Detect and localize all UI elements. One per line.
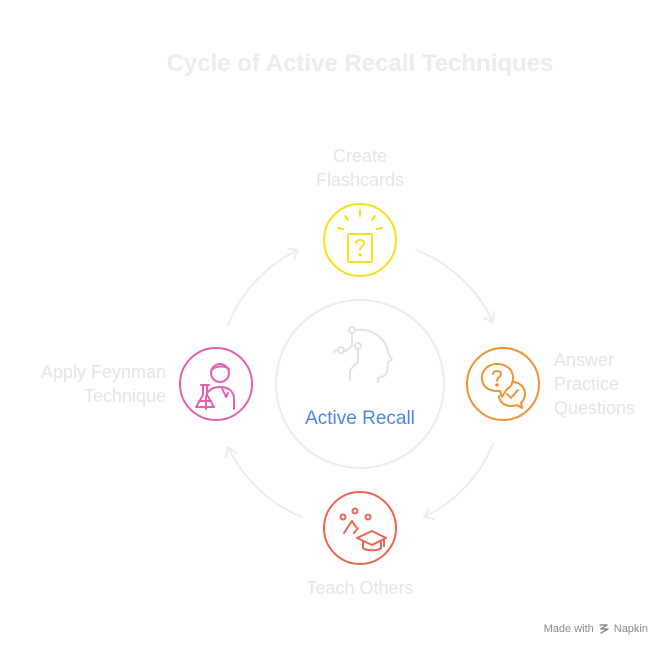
step-label-line: Answer [554, 350, 615, 370]
arrowhead [225, 446, 238, 458]
step-label-line: Questions [554, 398, 636, 418]
step-label-feynman: Apply Feynman Technique [10, 360, 166, 408]
arrow-feynman-to-flashcards [227, 249, 299, 326]
step-label-line: Flashcards [315, 170, 405, 190]
made-with-text: Made with [543, 623, 594, 635]
step-label-questions: Answer Practice Questions [554, 348, 664, 420]
arrowhead [423, 508, 435, 520]
step-icon-feynman [179, 347, 253, 421]
step-label-line: Create [332, 146, 388, 166]
step-label-flashcards: Create Flashcards [290, 144, 430, 192]
arrow-flashcards-to-questions [415, 249, 494, 323]
step-label-line: Apply Feynman [40, 362, 166, 382]
step-icon-questions [466, 347, 540, 421]
diagram-title: Cycle of Active Recall Techniques [166, 50, 554, 77]
center-circle [275, 299, 445, 469]
step-icon-flashcards [323, 203, 397, 277]
question-card-icon [337, 209, 383, 263]
scientist-icon [195, 363, 235, 410]
graduation-cap-icon [339, 507, 387, 552]
arrow-questions-to-teach [423, 443, 494, 518]
step-label-line: Practice [554, 374, 620, 394]
arrow-teach-to-feynman [227, 446, 303, 518]
step-icon-teach [323, 491, 397, 565]
brain-network-icon [333, 326, 393, 383]
center-label: Active Recall [305, 408, 415, 429]
step-label-line: Technique [83, 386, 166, 406]
speech-bubbles-icon [481, 363, 526, 409]
arrowhead [288, 248, 299, 260]
napkin-brand-text: Napkin [613, 623, 648, 635]
napkin-logo-icon [599, 624, 609, 634]
napkin-attribution: Made with Napkin [544, 623, 648, 635]
step-label-line: Teach Others [306, 578, 414, 598]
cycle-arrows [225, 248, 495, 520]
step-label-teach: Teach Others [270, 576, 450, 600]
arrowhead [483, 311, 495, 323]
